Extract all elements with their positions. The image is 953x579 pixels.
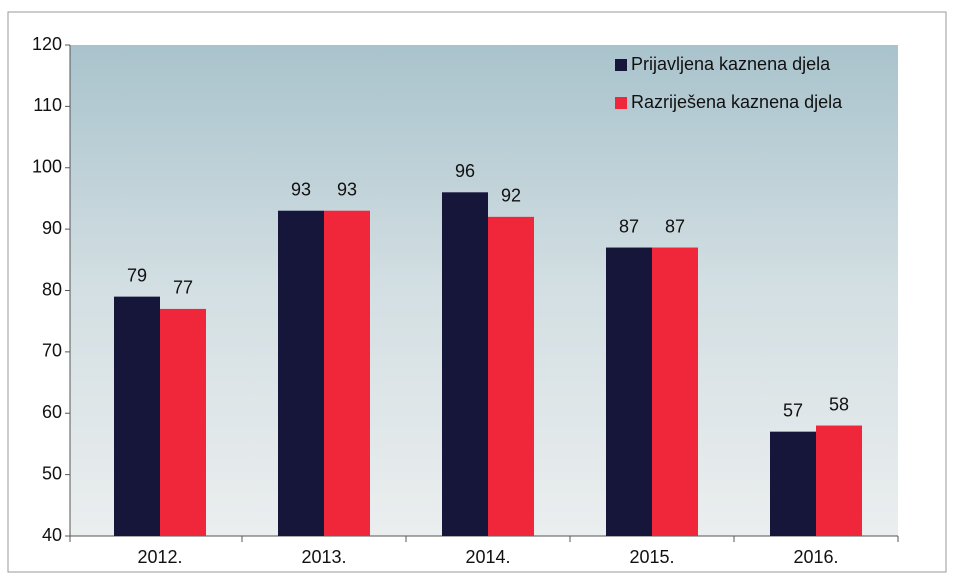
bar [816,425,862,536]
y-tick-label: 90 [42,218,62,238]
data-label: 57 [783,400,803,420]
bar [278,210,324,536]
legend-label: Prijavljena kaznena djela [631,54,831,74]
data-label: 79 [127,265,147,285]
bar [652,247,698,536]
legend-swatch [615,97,627,109]
x-tick-label: 2015. [629,547,674,567]
x-tick-label: 2012. [137,547,182,567]
data-label: 93 [337,179,357,199]
x-tick-label: 2013. [301,547,346,567]
bar [606,247,652,536]
x-tick-label: 2016. [793,547,838,567]
y-tick-label: 70 [42,341,62,361]
data-label: 87 [665,216,685,236]
legend-label: Razriješena kaznena djela [631,92,843,112]
data-label: 92 [501,186,521,206]
legend-swatch [615,59,627,71]
y-tick-label: 80 [42,279,62,299]
bar [442,192,488,537]
y-tick-label: 60 [42,402,62,422]
data-label: 58 [829,394,849,414]
bar [488,216,534,536]
x-tick-label: 2014. [465,547,510,567]
y-tick-label: 50 [42,463,62,483]
data-label: 87 [619,216,639,236]
bar [324,210,370,536]
data-label: 96 [455,161,475,181]
data-label: 93 [291,179,311,199]
bar [114,296,160,536]
y-tick-label: 40 [42,525,62,545]
y-tick-label: 120 [32,34,62,54]
bar [160,308,206,536]
bar [770,431,816,536]
y-tick-label: 110 [33,95,62,115]
y-tick-label: 100 [32,157,62,177]
data-label: 77 [173,278,193,298]
